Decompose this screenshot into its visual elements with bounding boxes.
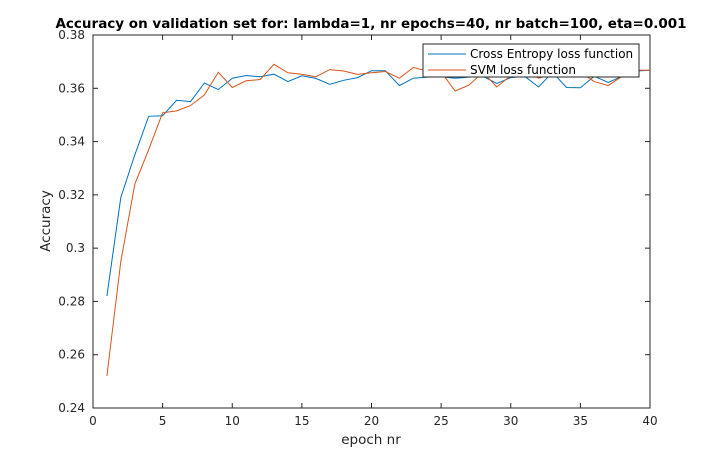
y-tick-label: 0.34 bbox=[58, 135, 85, 149]
y-tick-label: 0.3 bbox=[66, 241, 85, 255]
y-tick-label: 0.24 bbox=[58, 401, 85, 415]
chart-title: Accuracy on validation set for: lambda=1… bbox=[55, 16, 686, 32]
x-tick-label: 10 bbox=[225, 414, 240, 428]
y-tick-label: 0.32 bbox=[58, 188, 85, 202]
y-axis-label: Accuracy bbox=[38, 190, 54, 252]
x-tick-label: 20 bbox=[364, 414, 379, 428]
x-tick-label: 30 bbox=[503, 414, 518, 428]
x-tick-label: 0 bbox=[89, 414, 97, 428]
plot-area bbox=[92, 34, 651, 409]
x-axis: 0 5 10 15 20 25 30 35 40 bbox=[89, 35, 658, 428]
x-axis-label: epoch nr bbox=[341, 432, 401, 448]
y-tick-label: 0.26 bbox=[58, 348, 85, 362]
legend-label-cross-entropy: Cross Entropy loss function bbox=[470, 47, 633, 61]
x-tick-label: 5 bbox=[159, 414, 167, 428]
x-tick-label: 25 bbox=[433, 414, 448, 428]
x-tick-label: 40 bbox=[642, 414, 657, 428]
y-tick-label: 0.38 bbox=[58, 28, 85, 42]
x-tick-label: 35 bbox=[573, 414, 588, 428]
series-line-cross-entropy bbox=[106, 69, 651, 297]
y-tick-label: 0.36 bbox=[58, 81, 85, 95]
y-tick-label: 0.28 bbox=[58, 294, 85, 308]
y-axis: 0.24 0.26 0.28 0.3 0.32 0.34 0.36 0.38 bbox=[58, 28, 650, 415]
legend-box bbox=[422, 43, 640, 78]
x-tick-label: 15 bbox=[294, 414, 309, 428]
legend: Cross Entropy loss function SVM loss fun… bbox=[422, 43, 640, 78]
legend-label-svm: SVM loss function bbox=[470, 63, 576, 77]
